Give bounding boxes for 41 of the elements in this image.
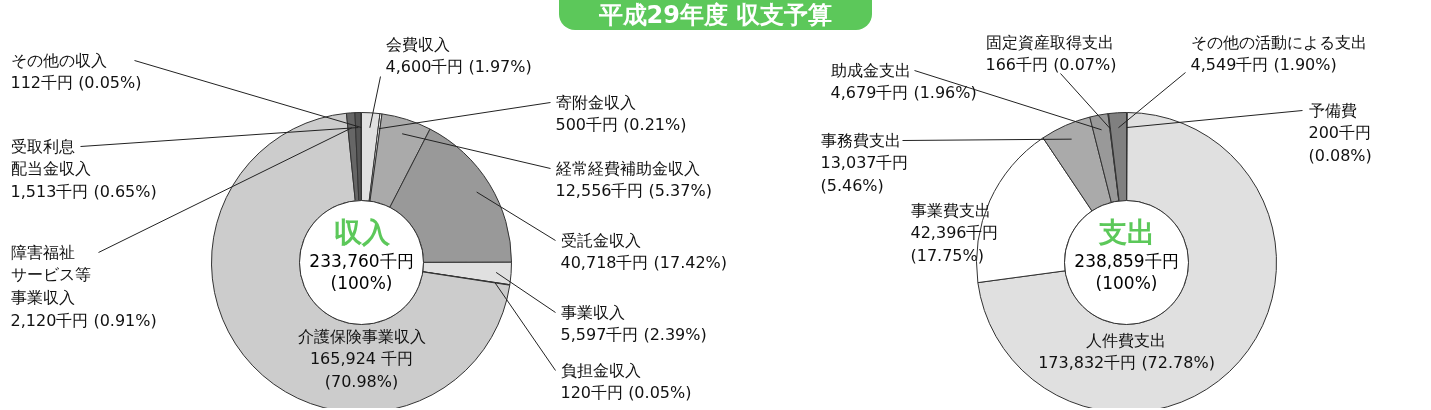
slice-label: 事務費支出 (820, 130, 901, 150)
data-label: 4,679千円 (1.96%) (830, 83, 977, 103)
data-label: 165,924 千円 (70.98%) (309, 349, 414, 392)
slice-label: 経常経費補助金収入 (554, 158, 700, 178)
data-label: 4,600千円 (1.97%) (385, 57, 532, 77)
slice-label: 会費収入 (385, 34, 450, 54)
slice-label: 固定資産取得支出 (985, 32, 1114, 52)
data-label: 4,549千円 (1.90%) (1190, 55, 1337, 75)
text: (100%) (330, 272, 393, 293)
slice-label: その他の収入 (10, 50, 107, 70)
slice-label: 負担金収入 (560, 360, 641, 380)
slice-label: その他の活動による支出 (1190, 32, 1367, 52)
data-label: 13,037千円 (5.46%) (820, 153, 909, 196)
slice-label: 事業収入 (560, 302, 625, 322)
data-label: 500千円 (0.21%) (555, 115, 687, 135)
data-label: 42,396千円 (17.75%) (910, 223, 999, 266)
data-label: 40,718千円 (17.42%) (560, 253, 728, 273)
slice-label: 障害福祉サービス等事業収入 (10, 242, 91, 308)
chart-title: 平成29年度 収支予算 (558, 0, 873, 30)
text: 支出 (1097, 215, 1155, 249)
slice-label: 予備費 (1308, 100, 1357, 120)
text: 238,859千円 (1074, 250, 1179, 271)
text: (100%) (1095, 272, 1158, 293)
slice-label: 寄附金収入 (555, 92, 636, 112)
data-label: 166千円 (0.07%) (985, 55, 1117, 75)
text: 収入 (333, 215, 391, 249)
data-label: 173,832千円 (72.78%) (1038, 353, 1215, 373)
slice-label: 受取利息配当金収入 (10, 136, 91, 179)
data-label: 1,513千円 (0.65%) (10, 182, 157, 202)
slice-label: 介護保険事業収入 (297, 326, 426, 346)
data-label: 112千円 (0.05%) (10, 73, 142, 93)
data-label: 5,597千円 (2.39%) (560, 325, 707, 345)
data-label: 200千円 (0.08%) (1308, 123, 1372, 166)
data-label: 120千円 (0.05%) (560, 383, 692, 403)
text: 233,760千円 (309, 250, 414, 271)
slice-label: 受託金収入 (560, 230, 641, 250)
slice-label: 事業費支出 (910, 200, 991, 220)
data-label: 2,120千円 (0.91%) (10, 310, 157, 330)
slice-label: 人件費支出 (1086, 330, 1167, 350)
data-label: 12,556千円 (5.37%) (555, 181, 712, 201)
slice-label: 助成金支出 (830, 60, 911, 80)
